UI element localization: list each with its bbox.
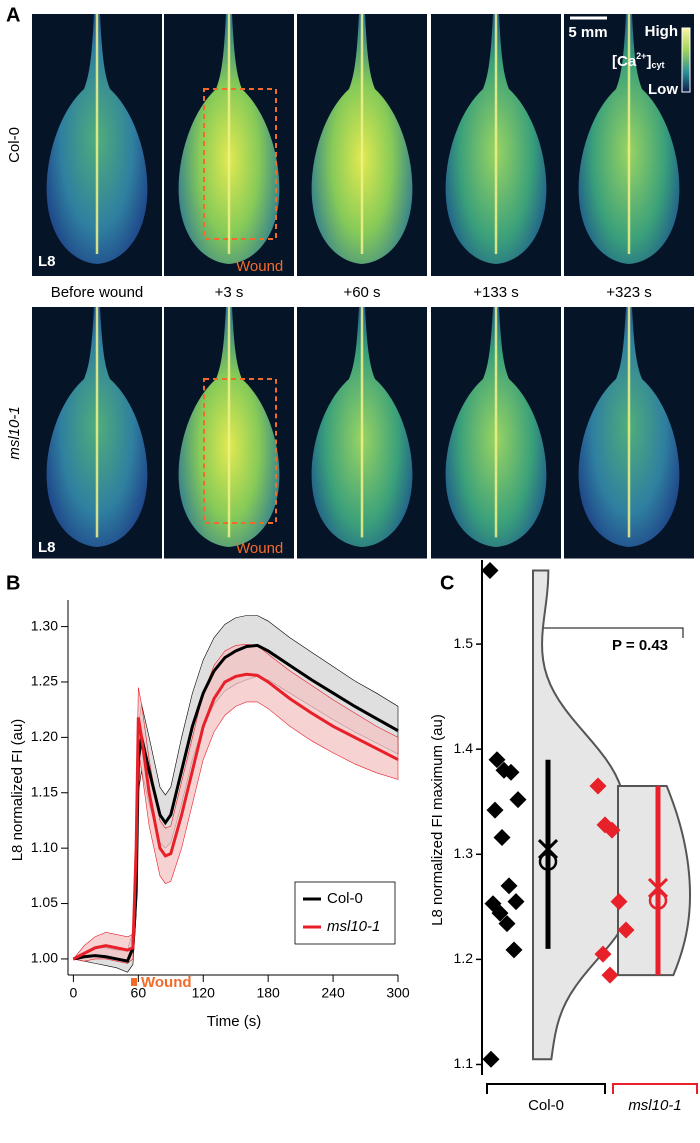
data-point [486, 801, 504, 819]
violin [617, 784, 692, 977]
legend-box [294, 881, 396, 945]
row-label: Col-0 [6, 127, 23, 163]
leaf-label: L8 [38, 539, 56, 556]
data-point [594, 945, 612, 963]
y-tick-label: 1.20 [31, 728, 58, 744]
scale-bar-label: 5 mm [568, 24, 607, 41]
data-point [500, 877, 518, 895]
y-tick-label: 1.1 [454, 1055, 474, 1071]
wound-annotation: Wound [141, 974, 192, 991]
data-point [589, 777, 607, 795]
data-point [493, 828, 511, 846]
data-point [505, 941, 523, 959]
data-point [488, 751, 506, 769]
time-label: Before wound [51, 284, 144, 301]
category-label: msl10-1 [628, 1097, 681, 1114]
x-tick-label: 60 [131, 985, 147, 1001]
data-point [610, 893, 628, 911]
time-label: +60 s [343, 284, 380, 301]
line [72, 672, 399, 961]
colorbar-close: ] [646, 53, 651, 70]
data-point [491, 904, 509, 922]
wound-label: Wound [236, 540, 283, 557]
y-tick-label: 1.00 [31, 950, 58, 966]
leaf-images [32, 12, 694, 559]
line [73, 643, 399, 963]
y-tick-label: 1.30 [31, 617, 58, 633]
data-point [502, 763, 520, 781]
panel-label: C [440, 572, 454, 594]
x-axis-label: Time (s) [207, 1013, 261, 1030]
y-tick-label: 1.10 [31, 839, 58, 855]
y-tick-label: 1.5 [454, 635, 474, 651]
y-tick-label: 1.15 [31, 783, 58, 799]
wound-label: Wound [236, 258, 283, 275]
panel-label: B [6, 572, 20, 594]
leaf-label: L8 [38, 253, 56, 270]
x-tick-label: 0 [70, 985, 78, 1001]
group-bracket [486, 1083, 606, 1094]
colorbar-high: High [645, 23, 678, 40]
legend-label: Col-0 [327, 890, 363, 907]
mean-marker [537, 838, 559, 860]
colorbar-title: [Ca2+]cyt [612, 51, 664, 70]
y-tick-label: 1.05 [31, 894, 58, 910]
colorbar-sub: cyt [651, 60, 664, 70]
data-point [603, 821, 621, 839]
time-label: +323 s [606, 284, 651, 301]
panel-label: A [6, 4, 20, 26]
median-marker [648, 891, 668, 910]
y-tick-label: 1.3 [454, 845, 474, 861]
x-tick-label: 180 [256, 985, 280, 1001]
data-point [601, 966, 619, 984]
y-axis-label: L8 normalized FI maximum (au) [429, 714, 446, 926]
x-tick-label: 120 [192, 985, 216, 1001]
time-label: +3 s [215, 284, 244, 301]
y-tick-label: 1.25 [31, 673, 58, 689]
data-point [482, 1050, 500, 1068]
data-point [498, 915, 516, 933]
x-tick-label: 300 [386, 985, 410, 1001]
data-point [617, 921, 635, 939]
y-tick-label: 1.2 [454, 950, 474, 966]
category-label: Col-0 [528, 1097, 564, 1114]
colorbar-title-text: [Ca [612, 53, 637, 70]
x-tick-label: 240 [321, 985, 345, 1001]
group-bracket [612, 1083, 698, 1094]
time-label: +133 s [473, 284, 518, 301]
data-point [509, 791, 527, 809]
p-value: P = 0.43 [612, 637, 668, 654]
wound-marker [131, 978, 137, 986]
y-tick-label: 1.4 [454, 740, 474, 756]
data-point [507, 893, 525, 911]
legend-label: msl10-1 [327, 918, 380, 935]
row-label: msl10-1 [6, 406, 23, 459]
median-marker [538, 852, 558, 871]
colorbar-sup: 2+ [636, 51, 646, 61]
data-point [481, 562, 499, 579]
colorbar-low: Low [648, 81, 678, 98]
y-axis-label: L8 normalized FI (au) [9, 719, 26, 862]
mean-marker [647, 877, 669, 898]
